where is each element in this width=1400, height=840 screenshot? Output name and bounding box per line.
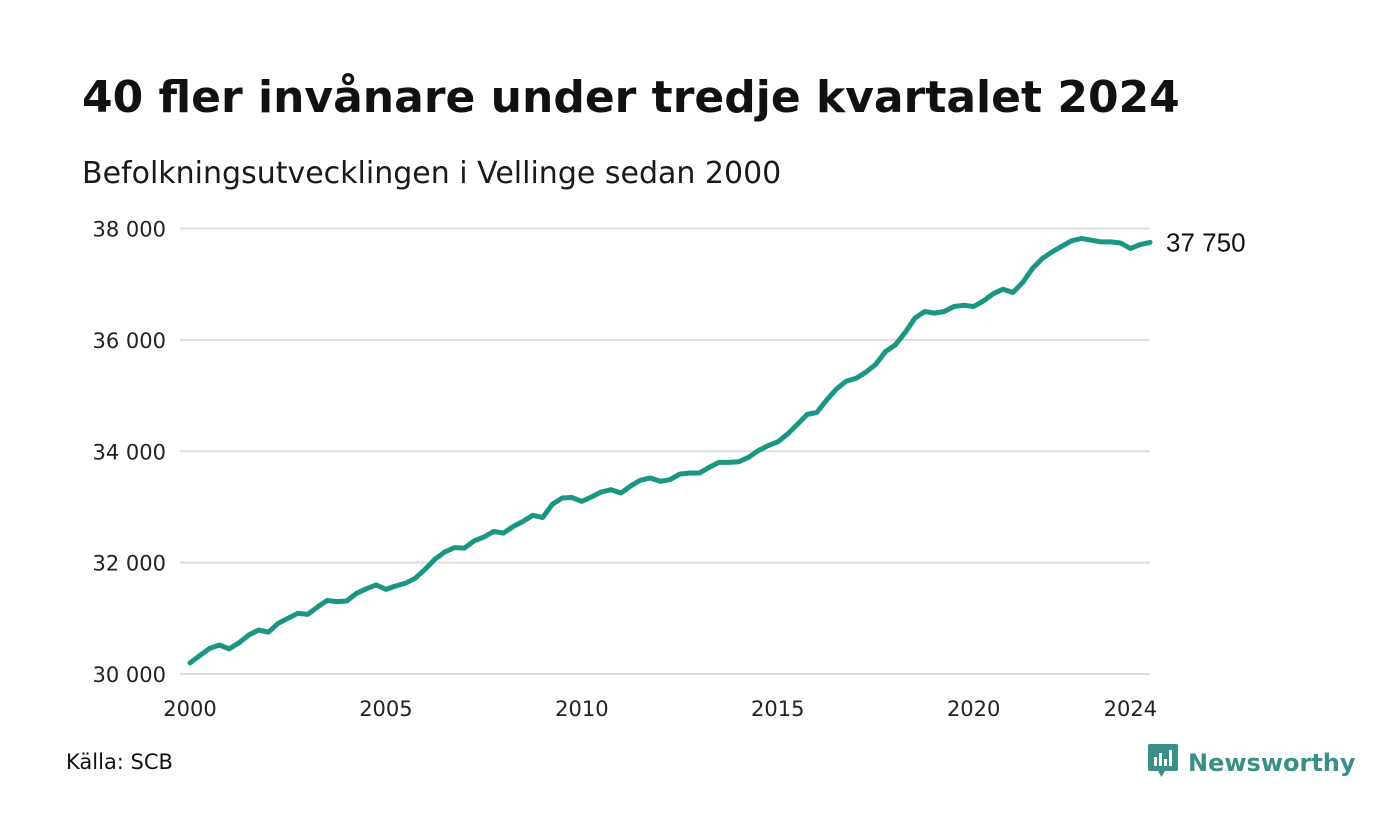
x-tick-label: 2024 (1104, 697, 1157, 721)
x-tick-label: 2020 (947, 697, 1000, 721)
gridlines (180, 227, 1150, 675)
y-tick-label: 32 000 (93, 552, 166, 576)
end-value-label-layer: 37 750 (1166, 227, 1246, 257)
end-value-label: 37 750 (1166, 227, 1246, 257)
y-tick-label: 36 000 (93, 329, 166, 353)
x-tick-label: 2015 (751, 697, 804, 721)
x-tick-label: 2005 (359, 697, 412, 721)
x-tick-label: 2000 (163, 697, 216, 721)
chart-subtitle: Befolkningsutvecklingen i Vellinge sedan… (82, 156, 782, 191)
x-axis-tick-labels: 2000 2005 2010 2015 2020 2024 (163, 697, 1157, 721)
x-tick-label: 2010 (555, 697, 608, 721)
y-tick-label: 34 000 (93, 440, 166, 464)
brand-name: Newsworthy (1188, 749, 1356, 777)
series-layer (187, 236, 1153, 666)
y-axis-tick-labels: 30 000 32 000 34 000 36 000 38 000 (93, 218, 166, 688)
chart-title: 40 fler invånare under tredje kvartalet … (82, 72, 1180, 123)
newsworthy-logo-icon (1148, 744, 1178, 782)
y-tick-label: 38 000 (93, 218, 166, 242)
brand-logo: Newsworthy (1148, 744, 1356, 782)
y-tick-label: 30 000 (93, 663, 166, 687)
source-note: Källa: SCB (66, 750, 173, 774)
series-line (187, 236, 1153, 666)
